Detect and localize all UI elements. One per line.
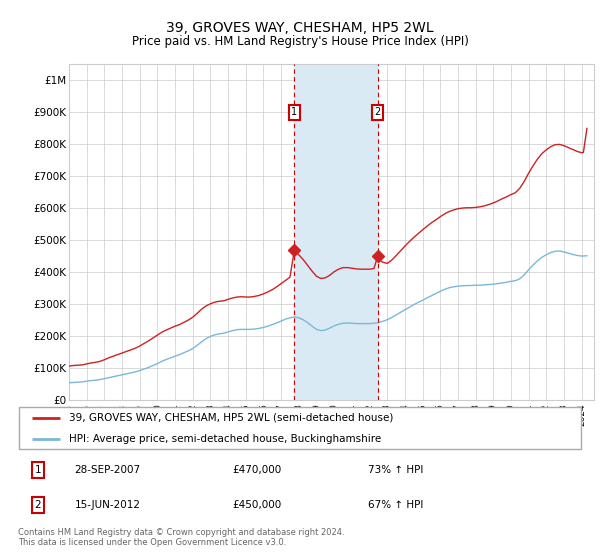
Text: 67% ↑ HPI: 67% ↑ HPI xyxy=(368,501,423,510)
Bar xyxy=(295,64,377,400)
Text: 39, GROVES WAY, CHESHAM, HP5 2WL (semi-detached house): 39, GROVES WAY, CHESHAM, HP5 2WL (semi-d… xyxy=(69,413,393,423)
Text: 39, GROVES WAY, CHESHAM, HP5 2WL: 39, GROVES WAY, CHESHAM, HP5 2WL xyxy=(166,21,434,35)
Text: HPI: Average price, semi-detached house, Buckinghamshire: HPI: Average price, semi-detached house,… xyxy=(69,435,381,444)
Text: Contains HM Land Registry data © Crown copyright and database right 2024.
This d: Contains HM Land Registry data © Crown c… xyxy=(18,528,344,547)
Text: 1: 1 xyxy=(292,108,298,118)
Text: 2: 2 xyxy=(34,501,41,510)
Text: 73% ↑ HPI: 73% ↑ HPI xyxy=(368,465,423,475)
Text: 1: 1 xyxy=(34,465,41,475)
Text: Price paid vs. HM Land Registry's House Price Index (HPI): Price paid vs. HM Land Registry's House … xyxy=(131,35,469,48)
Text: 15-JUN-2012: 15-JUN-2012 xyxy=(74,501,140,510)
Text: £450,000: £450,000 xyxy=(232,501,281,510)
Text: 28-SEP-2007: 28-SEP-2007 xyxy=(74,465,140,475)
Text: 2: 2 xyxy=(374,108,381,118)
FancyBboxPatch shape xyxy=(19,407,581,449)
Text: £470,000: £470,000 xyxy=(232,465,281,475)
